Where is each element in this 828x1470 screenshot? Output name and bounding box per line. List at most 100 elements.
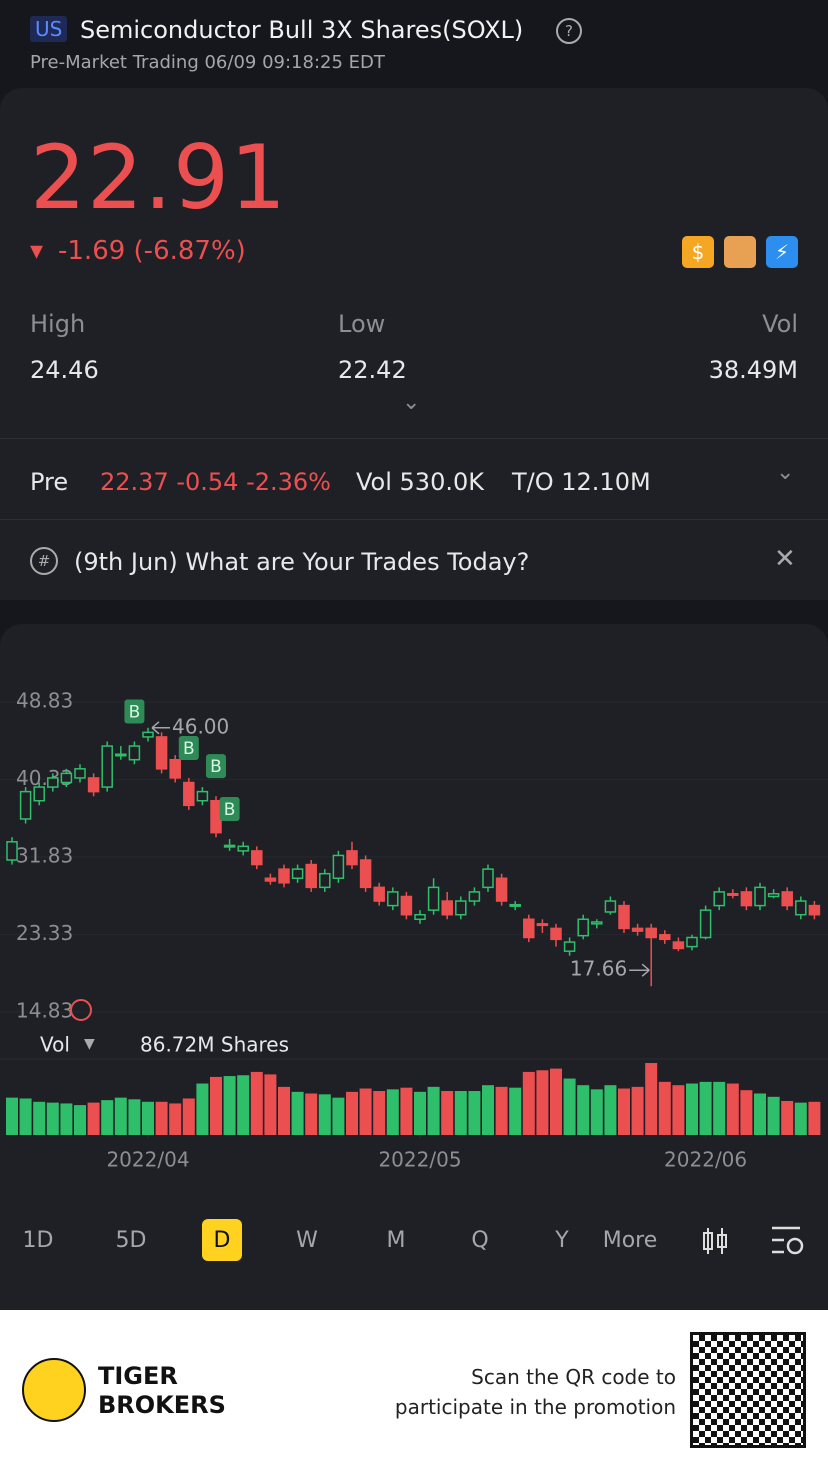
volume-bar bbox=[386, 1089, 399, 1135]
volume-bar bbox=[19, 1098, 32, 1135]
buy-marker bbox=[124, 699, 145, 724]
tab[interactable]: M bbox=[387, 1228, 406, 1253]
candle-body bbox=[618, 904, 630, 930]
candle-body bbox=[87, 777, 100, 793]
candle-body bbox=[196, 790, 209, 802]
low-arrow bbox=[629, 963, 650, 977]
candle-body bbox=[237, 845, 249, 852]
pre-turnover: T/O 12.10M bbox=[512, 468, 651, 496]
candle-body bbox=[550, 927, 562, 941]
volume-bar bbox=[713, 1081, 726, 1135]
volume-bar bbox=[305, 1093, 318, 1135]
volume-bar bbox=[359, 1088, 372, 1135]
volume-bar bbox=[250, 1071, 263, 1135]
candle-type-icon[interactable] bbox=[703, 1228, 727, 1254]
divider bbox=[0, 438, 828, 439]
candle-body bbox=[781, 891, 793, 907]
tab[interactable]: D bbox=[214, 1228, 231, 1253]
pre-expand[interactable]: ⌄ bbox=[776, 460, 795, 485]
settings-icon-circle bbox=[786, 1237, 804, 1255]
change-arrow: ▾ bbox=[30, 236, 44, 266]
settings-icon[interactable] bbox=[772, 1226, 800, 1254]
volume-bar bbox=[6, 1097, 18, 1135]
volume-bar bbox=[128, 1099, 141, 1135]
volume-bar bbox=[142, 1101, 154, 1135]
volume-bar bbox=[332, 1097, 345, 1135]
volume-bar bbox=[794, 1102, 807, 1135]
y-tick-label: 48.83 bbox=[16, 689, 73, 713]
volume-bar bbox=[767, 1096, 780, 1135]
stat-label: High bbox=[30, 310, 86, 338]
candle-body bbox=[291, 868, 304, 879]
volume-bar bbox=[169, 1103, 182, 1135]
pre-label: Pre bbox=[30, 468, 69, 496]
candle-body bbox=[142, 731, 154, 738]
volume-bar bbox=[182, 1098, 195, 1135]
candle-body bbox=[33, 786, 45, 802]
volume-bar bbox=[699, 1081, 712, 1135]
icon-flash[interactable]: ⚡ bbox=[766, 236, 798, 268]
tab[interactable]: W bbox=[296, 1228, 318, 1253]
volume-bar bbox=[46, 1102, 59, 1135]
candle-body bbox=[319, 872, 331, 889]
candle-body bbox=[305, 863, 317, 889]
promo-line: participate in the promotion bbox=[394, 1395, 676, 1419]
buy-marker bbox=[219, 797, 240, 822]
candle-body bbox=[713, 891, 725, 907]
topic-text[interactable]: (9th Jun) What are Your Trades Today? bbox=[74, 548, 530, 576]
pre-values: 22.37 -0.54 -2.36% bbox=[100, 468, 331, 496]
help-icon[interactable]: ? bbox=[556, 18, 582, 44]
volume-bar bbox=[237, 1075, 250, 1135]
candle-body bbox=[19, 790, 32, 820]
tab[interactable]: More bbox=[603, 1228, 658, 1253]
volume-bar bbox=[726, 1083, 739, 1135]
candle-body bbox=[115, 753, 127, 757]
buy-marker bbox=[206, 754, 226, 779]
candle-body bbox=[591, 921, 603, 925]
volume-dropdown: ▼ bbox=[84, 1036, 95, 1052]
tab[interactable]: 1D bbox=[23, 1228, 54, 1253]
volume-bar bbox=[346, 1091, 358, 1135]
high-label: 46.00 bbox=[172, 714, 229, 738]
buy-marker-label: B bbox=[129, 702, 141, 722]
candle-body bbox=[427, 886, 440, 911]
candle-body bbox=[74, 768, 86, 779]
price: 22.91 bbox=[30, 126, 287, 229]
volume-bar bbox=[318, 1094, 331, 1135]
y-tick-label: 23.33 bbox=[16, 921, 73, 945]
volume-bar bbox=[60, 1103, 73, 1135]
tab[interactable]: 5D bbox=[116, 1228, 147, 1253]
candle-body bbox=[346, 850, 358, 866]
icon-dollar[interactable]: $ bbox=[682, 236, 714, 268]
chart: 48.8340.3331.8323.3314.8346.0017.66BBBBV… bbox=[0, 689, 828, 1261]
candle-body bbox=[686, 936, 698, 948]
market-badge: US bbox=[30, 16, 68, 42]
close-icon[interactable]: ✕ bbox=[774, 544, 796, 574]
subtitle: Pre-Market Trading 06/09 09:18:25 EDT bbox=[30, 52, 385, 73]
volume-label: Vol bbox=[40, 1033, 70, 1057]
brand-top: TIGER bbox=[98, 1362, 178, 1390]
brand-bottom: BROKERS bbox=[98, 1391, 226, 1419]
topic-icon: # bbox=[30, 547, 58, 575]
tab[interactable]: Y bbox=[554, 1228, 569, 1253]
candle-body bbox=[169, 758, 181, 779]
expand-arrow[interactable]: ⌄ bbox=[402, 390, 421, 415]
volume-bar bbox=[522, 1071, 535, 1135]
candle-body bbox=[210, 799, 222, 834]
candle-body bbox=[795, 900, 807, 916]
icon-layers[interactable] bbox=[724, 236, 756, 268]
candle-body bbox=[767, 892, 780, 898]
qr-code[interactable] bbox=[690, 1332, 806, 1448]
volume-bar bbox=[210, 1076, 222, 1135]
volume-bar bbox=[740, 1090, 753, 1135]
candle-body bbox=[659, 934, 671, 941]
tab[interactable]: Q bbox=[471, 1228, 488, 1253]
volume-bar bbox=[536, 1070, 549, 1135]
tiger-logo bbox=[22, 1358, 86, 1422]
candle-body bbox=[101, 745, 113, 788]
candle-body bbox=[604, 900, 617, 913]
volume-bar bbox=[454, 1091, 467, 1135]
candle-body bbox=[47, 777, 59, 788]
divider bbox=[0, 519, 828, 520]
